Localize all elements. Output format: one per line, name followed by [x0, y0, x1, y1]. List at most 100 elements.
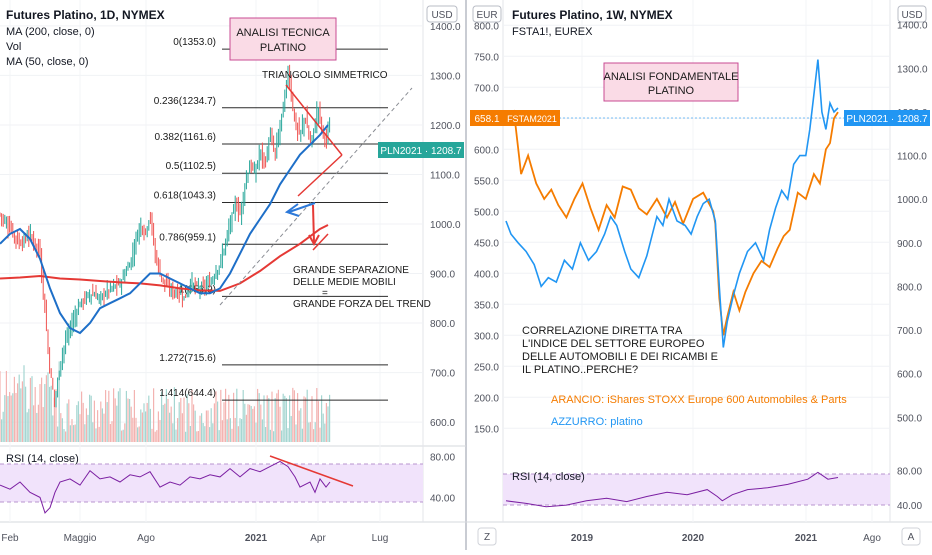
right-rsi-axis: 40.00 80.00 [897, 467, 922, 512]
symmetric-triangle-drawing[interactable] [285, 84, 343, 197]
price-tick-label: 1200.0 [430, 121, 461, 132]
right-rsi-band [503, 474, 890, 505]
price-tick-label: 800.0 [430, 319, 455, 330]
usd-tick-label: 600.0 [897, 370, 922, 381]
fib-level-label: 1.272(715.6) [159, 353, 216, 364]
time-tick-label: 2021 [245, 533, 268, 544]
ma50-line [0, 124, 329, 335]
eur-tick-label: 200.0 [474, 393, 499, 404]
left-time-axis[interactable]: Feb Maggio Ago 2021 Apr Lug [1, 533, 388, 544]
left-price-axis[interactable]: 600.0 700.0 800.0 900.0 1000.0 1100.0 1200.0 13… [430, 22, 461, 429]
callout-line-2: PLATINO [648, 85, 695, 97]
red-arrow-drawing[interactable] [308, 204, 329, 251]
blue-price-tag: PLN2021 · 1208.7 [844, 110, 930, 126]
time-tick-label: Lug [372, 533, 389, 544]
usd-tick-label: 1300.0 [897, 64, 928, 75]
eur-tick-label: 700.0 [474, 83, 499, 94]
right-rsi-label[interactable]: RSI (14, close) [512, 471, 585, 483]
fib-level-label: 0.786(959.1) [159, 232, 216, 243]
triangle-pattern-label: TRIANGOLO SIMMETRICO [262, 70, 388, 81]
trend-extension-line[interactable] [219, 87, 413, 306]
eur-tick-label: 600.0 [474, 145, 499, 156]
usd-tick-label: 500.0 [897, 413, 922, 424]
eur-tick-label: 550.0 [474, 176, 499, 187]
svg-text:CORRELAZIONE DIRETTA TRA: CORRELAZIONE DIRETTA TRA [522, 325, 683, 337]
orange-price-tag: 658.1 FSTAM2021 [470, 110, 560, 126]
eur-tick-label: 150.0 [474, 424, 499, 435]
left-rsi-band [0, 464, 423, 502]
fib-level-label: 0.236(1234.7) [154, 96, 216, 107]
price-tick-label: 1400.0 [430, 22, 461, 33]
rsi-tick-label: 40.00 [430, 493, 455, 504]
right-time-axis[interactable]: 2019 2020 2021 Ago [571, 533, 881, 544]
fib-level-label: 0.618(1043.3) [154, 191, 216, 202]
rsi-divergence-line[interactable] [269, 455, 354, 487]
fundamental-analysis-callout[interactable]: ANALISI FONDAMENTALE PLATINO [603, 62, 739, 102]
right-left-currency-button[interactable]: EUR [472, 5, 502, 23]
svg-text:USD: USD [901, 10, 922, 21]
svg-text:A: A [908, 532, 915, 543]
left-rsi-line [0, 460, 331, 514]
right-currency-button[interactable]: USD [897, 5, 927, 23]
indicator-vol-label[interactable]: Vol [6, 41, 21, 53]
svg-text:IL PLATINO..PERCHE?: IL PLATINO..PERCHE? [522, 364, 638, 376]
svg-text:DELLE MEDIE MOBILI: DELLE MEDIE MOBILI [293, 277, 396, 288]
left-chart-title: Futures Platino, 1D, NYMEX [6, 8, 165, 22]
price-tick-label: 600.0 [430, 418, 455, 429]
fib-level-label: 0.5(1102.5) [166, 161, 216, 172]
svg-text:Z: Z [484, 532, 490, 543]
left-currency-button[interactable]: USD [426, 5, 458, 23]
eur-tick-label: 800.0 [474, 21, 499, 32]
indicator-ma200-label[interactable]: MA (200, close, 0) [6, 26, 95, 38]
left-rsi-label[interactable]: RSI (14, close) [6, 453, 79, 465]
right-chart-title: Futures Platino, 1W, NYMEX [512, 8, 673, 22]
price-tick-label: 900.0 [430, 270, 455, 281]
svg-text:EUR: EUR [476, 10, 497, 21]
z-toggle-button[interactable]: Z [477, 527, 497, 546]
right-chart-subtitle[interactable]: FSTA1!, EUREX [512, 26, 593, 38]
svg-text:L'INDICE DEL SETTORE EUROPEO: L'INDICE DEL SETTORE EUROPEO [522, 338, 705, 350]
left-price-tag: PLN2021 · 1208.7 [378, 142, 464, 158]
callout-line-2: PLATINO [260, 42, 307, 54]
correlation-note: CORRELAZIONE DIRETTA TRA L'INDICE DEL SE… [522, 325, 718, 376]
auto-scale-button[interactable]: A [901, 527, 921, 546]
ma-separation-note: GRANDE SEPARAZIONE DELLE MEDIE MOBILI = … [293, 265, 431, 310]
usd-tick-label: 700.0 [897, 326, 922, 337]
svg-text:=: = [322, 288, 328, 299]
usd-tick-label: 900.0 [897, 239, 922, 250]
fib-level-label: 0(1353.0) [173, 37, 216, 48]
technical-analysis-callout[interactable]: ANALISI TECNICA PLATINO [229, 17, 337, 61]
orange-legend: ARANCIO: iShares STOXX Europe 600 Automo… [551, 394, 847, 406]
blue-arrow-drawing[interactable] [284, 202, 316, 217]
orange-series-line [505, 109, 839, 336]
right-gridlines [503, 0, 890, 522]
usd-tick-label: 800.0 [897, 282, 922, 293]
usd-tick-label: 1400.0 [897, 21, 928, 32]
callout-line-1: ANALISI TECNICA [236, 27, 330, 39]
price-tick-label: 1000.0 [430, 220, 461, 231]
svg-text:GRANDE FORZA DEL TREND: GRANDE FORZA DEL TREND [293, 299, 431, 310]
right-left-price-axis[interactable]: 150.0 200.0 250.0 300.0 350.0 400.0 450.0 500.0… [474, 21, 499, 435]
svg-text:PLN2021 · 1208.7: PLN2021 · 1208.7 [846, 114, 928, 125]
rsi-tick-label: 80.00 [897, 467, 922, 478]
eur-tick-label: 300.0 [474, 331, 499, 342]
fib-level-label: 0.382(1161.6) [154, 132, 216, 143]
eur-tick-label: 400.0 [474, 269, 499, 280]
indicator-ma50-label[interactable]: MA (50, close, 0) [6, 56, 89, 68]
time-tick-label: Feb [1, 533, 19, 544]
usd-tick-label: 1000.0 [897, 195, 928, 206]
svg-text:GRANDE SEPARAZIONE: GRANDE SEPARAZIONE [293, 265, 409, 276]
eur-tick-label: 450.0 [474, 238, 499, 249]
time-tick-label: 2020 [682, 533, 705, 544]
rsi-tick-label: 40.00 [897, 501, 922, 512]
blue-legend: AZZURRO: platino [551, 416, 643, 428]
time-tick-label: Ago [137, 533, 155, 544]
ma200-line [0, 224, 329, 292]
right-rsi-line [505, 471, 839, 508]
eur-tick-label: 750.0 [474, 52, 499, 63]
left-price-bars [0, 64, 331, 408]
eur-tick-label: 350.0 [474, 300, 499, 311]
svg-text:USD: USD [431, 10, 452, 21]
price-tick-label: 1100.0 [430, 170, 460, 181]
